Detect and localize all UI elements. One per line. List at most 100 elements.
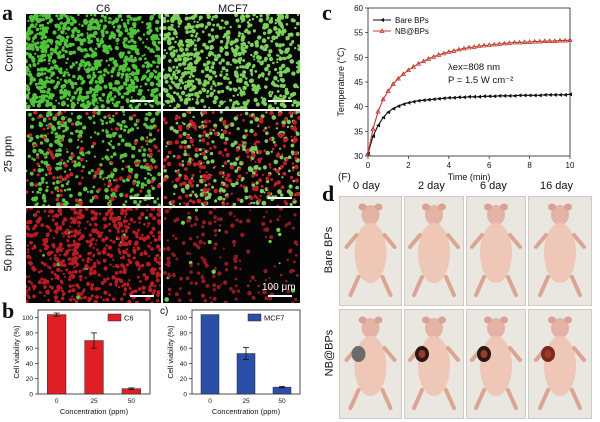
panel-c-label: c [322, 0, 332, 25]
y-tick-label: 40 [180, 361, 188, 368]
data-point [436, 96, 441, 101]
day-label-6: 6 day [480, 180, 507, 192]
x-axis-label: Concentration (ppm) [60, 407, 129, 416]
panel-d-label: d [322, 181, 335, 206]
day-label-16: 16 day [540, 180, 574, 192]
data-point [552, 38, 558, 43]
day-label-2: 2 day [418, 180, 445, 192]
data-point [472, 94, 477, 99]
data-point [497, 93, 502, 98]
data-point [496, 41, 502, 46]
data-point [456, 95, 461, 100]
y-tick-label: 60 [180, 346, 188, 353]
column-label-c6: C6 [96, 3, 111, 15]
row-label-control: Control [3, 36, 16, 72]
x-tick-label: 6 [487, 161, 492, 170]
data-point [531, 38, 538, 44]
mouse-photo-bare-day0 [339, 196, 402, 306]
y-tick-label: 80 [26, 330, 34, 337]
data-point [415, 60, 422, 66]
x-tick-label: 25 [90, 398, 98, 405]
data-point [441, 96, 446, 101]
data-point [487, 94, 492, 99]
x-tick-label: 0 [366, 161, 371, 170]
data-point [390, 81, 396, 86]
mouse-photo-nb-day16 [528, 309, 592, 419]
legend-label: Bare BPs [395, 16, 429, 25]
data-point [466, 44, 472, 50]
data-point [396, 104, 401, 109]
data-point [501, 40, 508, 46]
data-point [542, 38, 548, 43]
data-point [476, 43, 482, 48]
y-tick-label: 100 [176, 315, 187, 322]
scale-bar [130, 295, 154, 297]
data-point [426, 97, 431, 102]
y-axis-label: Temperature (°C) [336, 47, 346, 116]
y-tick-label: 100 [22, 315, 33, 322]
data-point [421, 98, 426, 103]
x-tick-label: 8 [527, 161, 532, 170]
data-point [512, 93, 517, 98]
data-point [456, 46, 462, 52]
legend-label: NB@BPs [395, 27, 429, 36]
y-tick-label: 50 [354, 53, 363, 62]
mouse-photo-nb-day0 [339, 309, 402, 419]
data-point [425, 56, 432, 61]
data-point [461, 45, 467, 51]
scale-bar [268, 100, 292, 102]
panel-d-tag: (F) [338, 172, 351, 183]
y-tick-label: 30 [354, 152, 363, 161]
bar [200, 314, 220, 395]
data-point [516, 39, 523, 45]
y-tick-label: 55 [354, 29, 363, 38]
data-point [511, 39, 518, 45]
bar-chart-mcf7: 0 20 40 60 80 100 0 25 50 Concentration (ppm) Cell… [166, 309, 301, 416]
y-tick-label: 40 [354, 103, 363, 112]
data-point [522, 93, 527, 98]
panel-b-sublabel: c) [160, 306, 169, 317]
data-point [562, 92, 567, 97]
data-point [371, 134, 376, 139]
group-label-nb-bps: NB@BPs [323, 329, 336, 377]
data-point [502, 93, 507, 98]
annotation-wavelength: λex=808 nm [448, 62, 500, 73]
data-point [416, 98, 421, 103]
y-tick-label: 20 [26, 376, 34, 383]
data-point [491, 41, 497, 47]
legend-label: C6 [124, 314, 134, 323]
data-point [410, 63, 417, 69]
data-point [567, 37, 573, 42]
data-point [400, 71, 407, 77]
y-tick-label: 40 [26, 361, 34, 368]
x-axis-label: Time (min) [448, 172, 491, 182]
x-tick-label: 25 [242, 398, 250, 405]
x-tick-label: 4 [447, 161, 452, 170]
data-point [395, 75, 401, 81]
data-point [507, 93, 512, 98]
mouse-photo-bare-day2 [404, 196, 464, 306]
y-tick-label: 80 [180, 330, 188, 337]
data-point [420, 58, 427, 64]
data-point [542, 92, 547, 97]
x-tick-label: 0 [208, 398, 212, 405]
data-point [547, 38, 553, 43]
data-point [451, 95, 456, 100]
data-point [411, 99, 416, 104]
data-point [506, 40, 513, 45]
day-label-0: 0 day [353, 180, 380, 192]
data-point [431, 97, 436, 102]
y-tick-label: 60 [354, 4, 363, 13]
micrograph-c6-25ppm [26, 111, 161, 206]
data-point [436, 52, 442, 57]
mouse-photo-nb-day6 [466, 309, 526, 419]
data-point [405, 67, 412, 73]
data-point [406, 100, 411, 105]
data-point [492, 94, 497, 99]
data-point [467, 94, 471, 99]
data-point [557, 37, 563, 43]
data-point [385, 88, 391, 93]
scale-bar [268, 295, 292, 297]
row-label-25ppm: 25 ppm [2, 135, 15, 173]
data-point [376, 123, 381, 128]
